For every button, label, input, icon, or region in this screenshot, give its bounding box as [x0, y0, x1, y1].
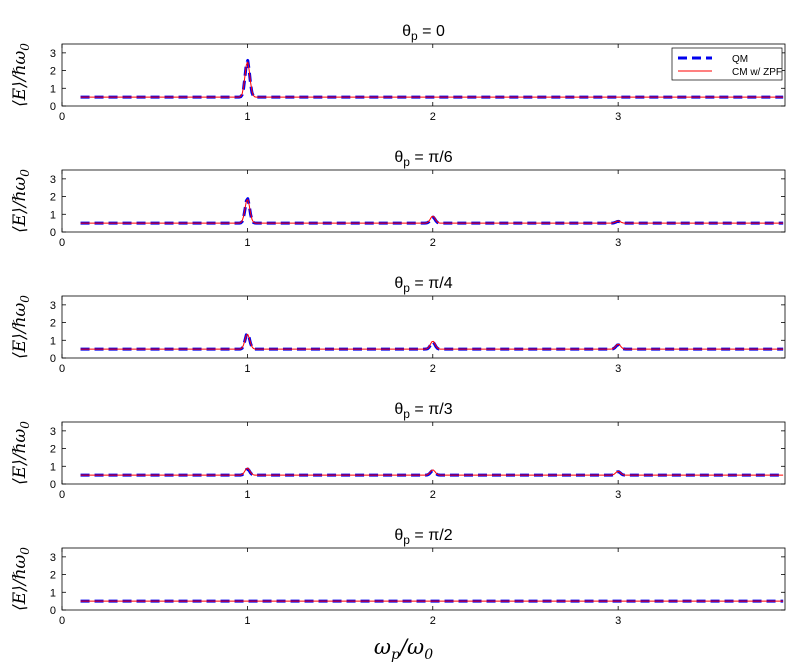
y-tick-label: 2 [50, 318, 56, 330]
y-tick-label: 1 [50, 209, 56, 221]
y-axis-label: ⟨E⟩/ℏω0 [10, 547, 32, 611]
subplot-3: 0 1 2 3 0 1 2 3 θp = π/4 ⟨E⟩/ℏω0 [10, 275, 786, 375]
series-cm-zpf-line [80, 467, 784, 476]
x-tick-label: 0 [59, 237, 65, 249]
x-tick-label: 2 [430, 111, 436, 123]
x-tick-label: 2 [430, 363, 436, 375]
plot-frame [61, 43, 786, 107]
x-tick-label: 1 [244, 111, 250, 123]
y-axis-label: ⟨E⟩/ℏω0 [10, 169, 32, 233]
x-axis-label: ωp/ω0 [374, 635, 433, 663]
y-axis-label: ⟨E⟩/ℏω0 [10, 421, 32, 485]
subplot-1: 0 1 2 3 0 1 2 3 θp = 0 ⟨E⟩/ℏω0 QM CM w/ ZPF [10, 23, 786, 123]
plot-frame [61, 169, 786, 233]
y-axis-label: ⟨E⟩/ℏω0 [10, 43, 32, 107]
y-tick-label: 2 [50, 444, 56, 456]
subplot-title: θp = π/6 [394, 149, 452, 169]
y-axis-label: ⟨E⟩/ℏω0 [10, 295, 32, 359]
y-tick-label: 2 [50, 66, 56, 78]
x-tick-label: 3 [615, 615, 621, 627]
y-tick-label: 1 [50, 83, 56, 95]
y-tick-label: 3 [50, 426, 56, 438]
y-tick-label: 1 [50, 335, 56, 347]
plot-frame [61, 421, 786, 485]
legend-label: CM w/ ZPF [732, 67, 782, 78]
subplot-title: θp = π/3 [394, 401, 452, 421]
x-tick-label: 0 [59, 111, 65, 123]
series-cm-zpf-line [80, 61, 784, 98]
legend-box [671, 47, 783, 81]
subplot-title: θp = π/2 [394, 527, 452, 547]
series-cm-zpf-line [80, 199, 784, 224]
y-tick-label: 2 [50, 192, 56, 204]
x-tick-label: 0 [59, 615, 65, 627]
x-tick-label: 2 [430, 615, 436, 627]
y-tick-label: 3 [50, 552, 56, 564]
y-tick-label: 0 [50, 605, 56, 617]
x-tick-label: 2 [430, 237, 436, 249]
x-tick-label: 0 [59, 489, 65, 501]
x-tick-label: 1 [244, 489, 250, 501]
plot-frame [61, 547, 786, 611]
subplot-5: 0 1 2 3 0 1 2 3 θp = π/2 ⟨E⟩/ℏω0 ωp/ω0 [10, 527, 786, 663]
x-tick-label: 3 [615, 489, 621, 501]
subplot-2: 0 1 2 3 0 1 2 3 θp = π/6 ⟨E⟩/ℏω0 [10, 149, 786, 249]
y-tick-label: 0 [50, 101, 56, 113]
y-tick-label: 0 [50, 353, 56, 365]
subplot-title: θp = 0 [402, 23, 445, 43]
x-tick-label: 0 [59, 363, 65, 375]
x-tick-label: 3 [615, 237, 621, 249]
y-tick-label: 3 [50, 48, 56, 60]
x-tick-label: 1 [244, 237, 250, 249]
x-tick-label: 3 [615, 363, 621, 375]
y-tick-label: 0 [50, 479, 56, 491]
y-tick-label: 1 [50, 587, 56, 599]
x-tick-label: 1 [244, 363, 250, 375]
y-tick-label: 3 [50, 174, 56, 186]
plot-frame [61, 295, 786, 359]
legend-label: QM [732, 54, 748, 65]
subplot-4: 0 1 2 3 0 1 2 3 θp = π/3 ⟨E⟩/ℏω0 [10, 401, 786, 501]
y-tick-label: 2 [50, 570, 56, 582]
subplot-title: θp = π/4 [394, 275, 452, 295]
x-tick-label: 2 [430, 489, 436, 501]
series-cm-zpf-line [80, 333, 784, 350]
y-tick-label: 0 [50, 227, 56, 239]
series-qm-line [80, 197, 784, 225]
legend: QM CM w/ ZPF [671, 47, 783, 81]
x-tick-label: 1 [244, 615, 250, 627]
x-tick-label: 3 [615, 111, 621, 123]
y-tick-label: 3 [50, 300, 56, 312]
y-tick-label: 1 [50, 461, 56, 473]
